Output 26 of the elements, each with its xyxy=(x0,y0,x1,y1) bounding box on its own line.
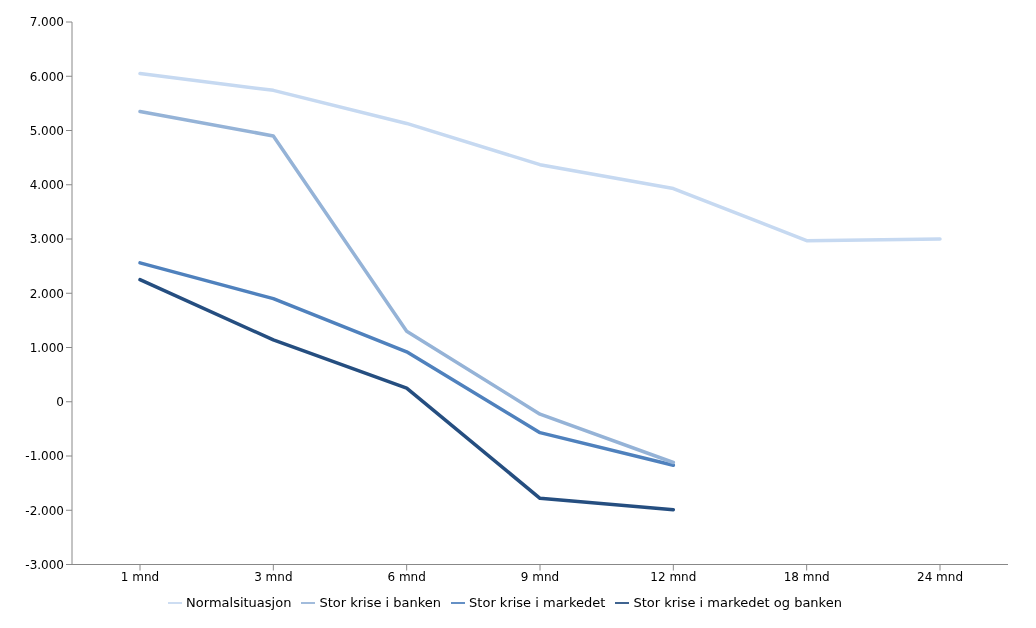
y-tick-label: 0 xyxy=(56,395,64,410)
y-tick-label: 2.000 xyxy=(29,286,64,301)
y-tick-label: 4.000 xyxy=(29,178,64,193)
y-tick-label: 5.000 xyxy=(29,123,64,138)
line-series xyxy=(138,277,676,512)
line-series xyxy=(138,261,676,467)
x-tick-label: 18 mnd xyxy=(783,570,830,585)
y-tick-label: 1.000 xyxy=(29,340,64,355)
legend-label: Normalsituasjon xyxy=(186,594,292,610)
x-tick-label: 3 mnd xyxy=(254,570,293,585)
x-tick-label: 9 mnd xyxy=(520,570,560,585)
x-tick-label: 24 mnd xyxy=(917,570,963,585)
x-tick-label: 1 mnd xyxy=(120,570,160,585)
y-tick-label: 6.000 xyxy=(29,69,64,84)
y-tick-label: -1.000 xyxy=(25,449,64,464)
x-tick-label: 12 mnd xyxy=(650,570,697,585)
legend-label: Stor krise i markedet xyxy=(469,594,606,610)
legend-label: Stor krise i banken xyxy=(319,594,442,610)
y-tick-label: -3.000 xyxy=(25,557,64,572)
line-series xyxy=(138,109,676,465)
x-tick-label: 6 mnd xyxy=(387,570,426,585)
y-tick-label: 3.000 xyxy=(29,232,64,247)
y-tick-label: 7.000 xyxy=(29,15,64,30)
line-series xyxy=(138,71,942,243)
legend-label: Stor krise i markedet og banken xyxy=(633,594,842,610)
y-tick-label: -2.000 xyxy=(25,503,64,518)
